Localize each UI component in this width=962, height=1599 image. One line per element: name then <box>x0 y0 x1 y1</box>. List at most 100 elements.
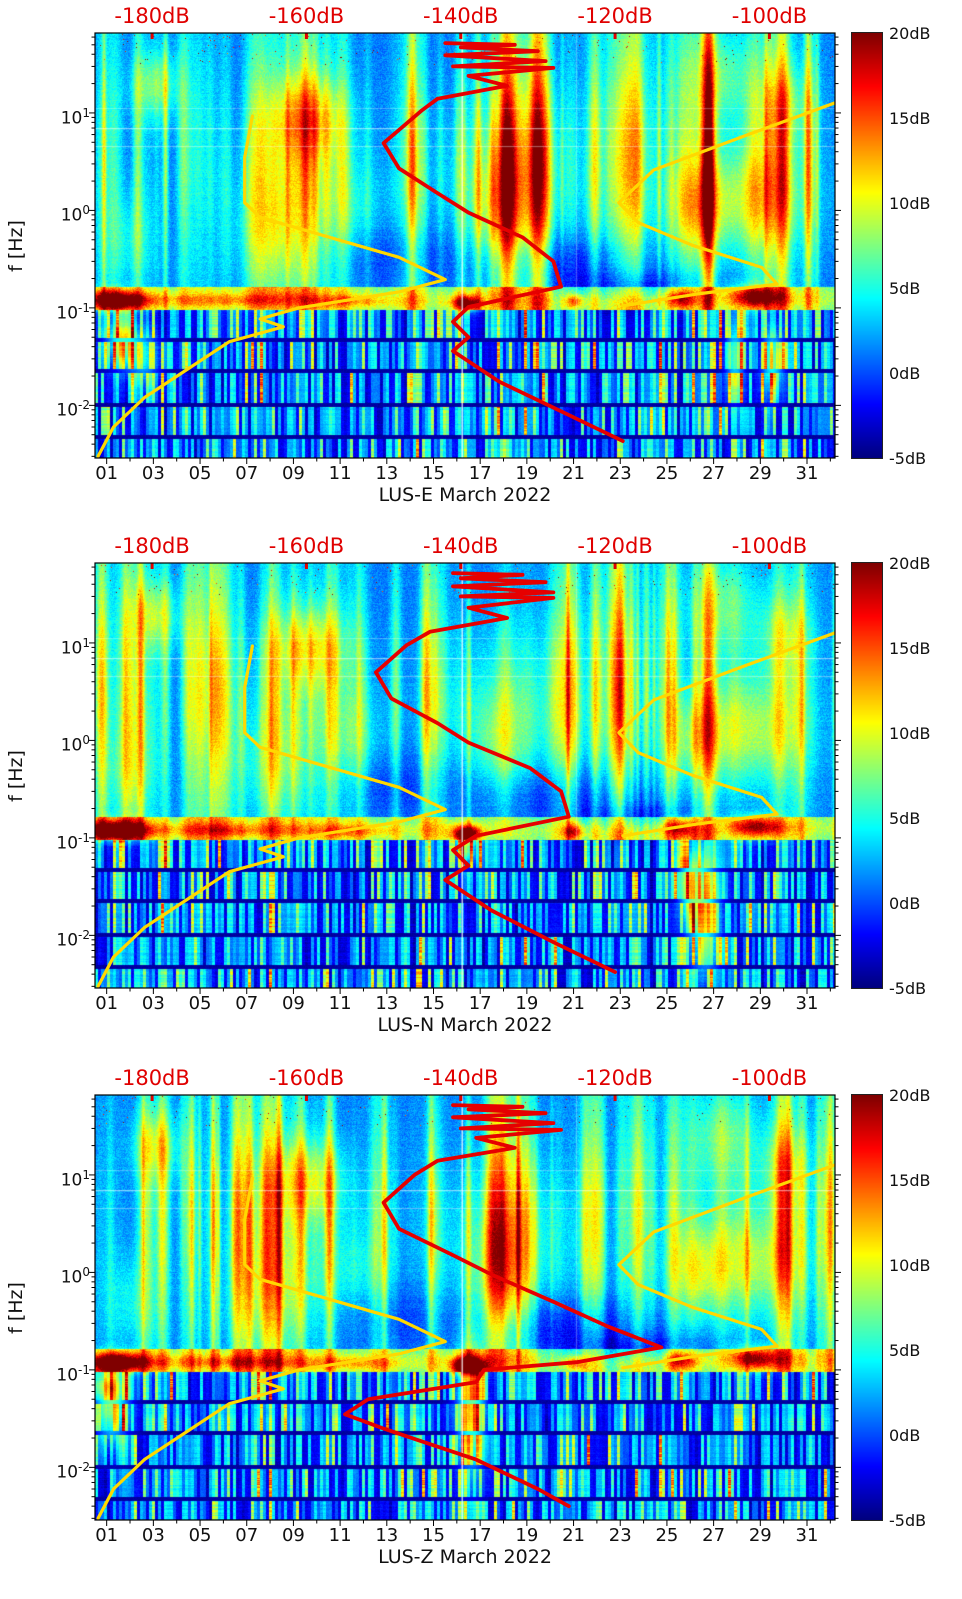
x-axis-title: LUS-E March 2022 <box>378 484 552 506</box>
x-tick-label: 31 <box>795 993 819 1014</box>
x-tick-label: 05 <box>188 993 212 1014</box>
top-axis-db-label: -100dB <box>731 534 808 558</box>
top-axis-db-label: -140dB <box>423 1066 499 1090</box>
y-tick-label: 101 <box>60 1167 90 1191</box>
x-tick-label: 09 <box>281 993 305 1014</box>
top-axis-db-label: -180dB <box>114 4 190 28</box>
colorbar-tick-label: 5dB <box>889 279 921 298</box>
top-axis-db-label: -180dB <box>114 534 190 558</box>
x-tick-label: 03 <box>141 463 165 484</box>
colorbar-tick-label: 15dB <box>889 109 931 128</box>
x-axis-title: LUS-N March 2022 <box>377 1014 553 1036</box>
colorbar-tick-label: 0dB <box>889 1426 921 1445</box>
top-axis-db-label: -120dB <box>577 1066 653 1090</box>
y-axis-label: f [Hz] <box>2 563 30 988</box>
x-axis-title: LUS-Z March 2022 <box>378 1546 552 1568</box>
colorbar-tick-label: -5dB <box>889 1511 927 1530</box>
x-tick-label: 07 <box>235 993 259 1014</box>
y-tick-label: 10-2 <box>56 1460 90 1484</box>
spectrogram-canvas <box>95 563 835 988</box>
x-tick-label: 29 <box>748 463 772 484</box>
y-tick-label: 10-1 <box>56 830 90 854</box>
x-tick-label: 25 <box>655 463 679 484</box>
x-tick-label: 19 <box>515 993 539 1014</box>
top-axis-db-label: -160dB <box>268 1066 345 1090</box>
x-tick-label: 31 <box>795 1525 819 1546</box>
y-axis-label: f [Hz] <box>2 1095 30 1520</box>
colorbar-tick-label: 15dB <box>889 1171 931 1190</box>
y-axis-label-text: f [Hz] <box>5 1281 28 1334</box>
x-tick-label: 15 <box>422 463 445 484</box>
top-axis-db-label: -100dB <box>731 4 808 28</box>
x-tick-label: 13 <box>375 1525 399 1546</box>
y-tick-label: 10-2 <box>56 398 90 422</box>
x-tick-label: 21 <box>562 993 585 1014</box>
x-tick-label: 15 <box>422 993 445 1014</box>
colorbar-tick-label: 5dB <box>889 1341 921 1360</box>
x-tick-label: 21 <box>562 1525 585 1546</box>
x-tick-label: 01 <box>95 1525 119 1546</box>
y-tick-label: 101 <box>60 105 90 129</box>
y-tick-label: 10-1 <box>56 1362 90 1386</box>
y-tick-label: 101 <box>60 635 90 659</box>
y-tick-label: 10-2 <box>56 928 90 952</box>
top-axis-db-label: -140dB <box>423 4 499 28</box>
x-tick-label: 01 <box>95 993 119 1014</box>
x-tick-label: 29 <box>748 993 772 1014</box>
x-tick-label: 07 <box>235 1525 259 1546</box>
colorbar-tick-label: -5dB <box>889 979 927 998</box>
x-tick-label: 27 <box>702 463 726 484</box>
colorbar-tick-label: 10dB <box>889 724 931 743</box>
x-tick-label: 03 <box>141 1525 165 1546</box>
x-tick-label: 25 <box>655 1525 679 1546</box>
x-tick-label: 13 <box>375 463 399 484</box>
y-axis-label-text: f [Hz] <box>5 219 28 272</box>
x-tick-label: 09 <box>281 1525 305 1546</box>
x-tick-label: 21 <box>562 463 585 484</box>
colorbar-tick-label: 5dB <box>889 809 921 828</box>
top-axis-db-label: -100dB <box>731 1066 808 1090</box>
spectrogram-panel-lus-e: f [Hz] LUS-E March 2022 -180dB -160dB -140… <box>0 0 962 530</box>
colorbar-tick-label: 10dB <box>889 194 931 213</box>
x-tick-label: 27 <box>702 1525 726 1546</box>
spectrogram-panel-lus-n: f [Hz] LUS-N March 2022 -180dB -160dB -140… <box>0 530 962 1062</box>
y-tick-label: 10-1 <box>56 300 90 324</box>
x-tick-label: 05 <box>188 1525 212 1546</box>
x-tick-label: 17 <box>468 993 492 1014</box>
x-tick-label: 23 <box>608 463 632 484</box>
top-axis-db-label: -120dB <box>577 4 653 28</box>
spectrogram-canvas <box>95 33 835 458</box>
colorbar-tick-label: 0dB <box>889 364 921 383</box>
spectrogram-panel-lus-z: f [Hz] LUS-Z March 2022 -180dB -160dB -140… <box>0 1062 962 1599</box>
x-tick-label: 11 <box>328 463 352 484</box>
colorbar-tick-label: -5dB <box>889 449 927 468</box>
top-axis-db-label: -160dB <box>268 4 345 28</box>
colorbar-tick-label: 15dB <box>889 639 931 658</box>
colorbar <box>851 32 883 459</box>
top-axis-db-label: -120dB <box>577 534 653 558</box>
colorbar-tick-label: 10dB <box>889 1256 931 1275</box>
x-tick-label: 29 <box>748 1525 772 1546</box>
top-axis-db-label: -180dB <box>114 1066 190 1090</box>
x-tick-label: 15 <box>422 1525 445 1546</box>
top-axis-db-label: -140dB <box>423 534 499 558</box>
x-tick-label: 09 <box>281 463 305 484</box>
x-tick-label: 19 <box>515 1525 539 1546</box>
y-axis-label: f [Hz] <box>2 33 30 458</box>
x-tick-label: 01 <box>95 463 119 484</box>
colorbar-tick-label: 20dB <box>889 1086 931 1105</box>
x-tick-label: 19 <box>515 463 539 484</box>
x-tick-label: 13 <box>375 993 399 1014</box>
x-tick-label: 03 <box>141 993 165 1014</box>
x-tick-label: 17 <box>468 463 492 484</box>
x-tick-label: 27 <box>702 993 726 1014</box>
spectrogram-canvas <box>95 1095 835 1520</box>
x-tick-label: 11 <box>328 993 352 1014</box>
x-tick-label: 25 <box>655 993 679 1014</box>
colorbar-tick-label: 20dB <box>889 24 931 43</box>
colorbar <box>851 1094 883 1521</box>
x-tick-label: 17 <box>468 1525 492 1546</box>
x-tick-label: 07 <box>235 463 259 484</box>
x-tick-label: 11 <box>328 1525 352 1546</box>
colorbar <box>851 562 883 989</box>
